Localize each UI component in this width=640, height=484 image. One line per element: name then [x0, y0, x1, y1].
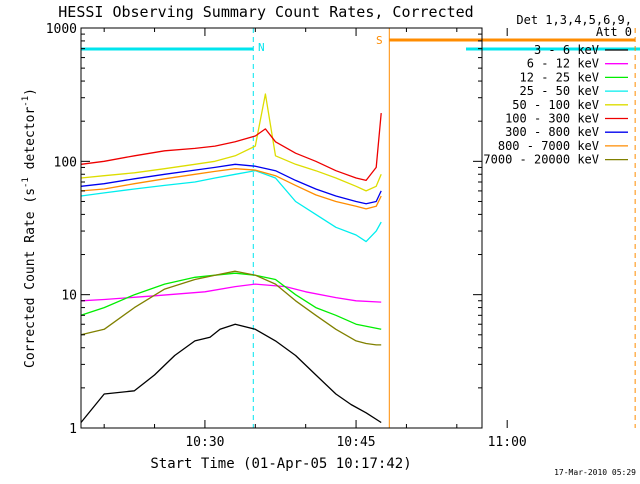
- series-line-8: [80, 270, 382, 346]
- legend-label-7: 800 - 7000 keV: [498, 139, 599, 153]
- legend-label-3: 25 - 50 keV: [520, 84, 599, 98]
- chart-title: HESSI Observing Summary Count Rates, Cor…: [58, 3, 473, 21]
- series-line-0: [80, 323, 382, 424]
- footer-timestamp: 17-Mar-2010 05:29: [554, 468, 636, 477]
- legend-title: Det 1,3,4,5,6,9,: [516, 13, 632, 27]
- legend-label-4: 50 - 100 keV: [512, 98, 599, 112]
- legend-label-8: 7000 - 20000 keV: [483, 153, 599, 167]
- y-axis-label: Corrected Count Rate (s-1 detector-1): [21, 88, 38, 368]
- night-label-0: N: [258, 41, 265, 54]
- y-tick-label-0: 1: [69, 422, 77, 437]
- legend-label-1: 6 - 12 keV: [527, 57, 599, 71]
- plot-frame: [80, 27, 483, 429]
- y-axis-label-end: ): [23, 88, 38, 96]
- y-axis-label-main: Corrected Count Rate (s: [23, 188, 38, 368]
- series-layer: [80, 93, 382, 424]
- series-line-7: [80, 168, 382, 210]
- y-tick-label-3: 1000: [46, 22, 77, 37]
- series-line-5: [80, 113, 382, 182]
- y-axis-label-sup1: -1: [21, 177, 31, 188]
- y-tick-label-1: 10: [61, 289, 77, 304]
- plot-area: NS: [80, 28, 640, 428]
- x-tick-label-0: 10:30: [185, 435, 224, 450]
- series-line-1: [80, 283, 382, 303]
- y-axis-label-mid: detector: [23, 107, 38, 178]
- y-tick-label-2: 100: [54, 155, 77, 170]
- series-line-4: [80, 93, 382, 192]
- y-axis-label-sup2: -1: [21, 96, 31, 107]
- x-tick-label-2: 11:00: [488, 435, 527, 450]
- series-line-2: [80, 272, 382, 330]
- x-tick-label-3: 11:15: [639, 435, 640, 450]
- annotation-layer: NS: [81, 28, 640, 428]
- legend-label-5: 100 - 300 keV: [505, 112, 599, 126]
- saa-label-0: S: [376, 34, 383, 47]
- x-tick-label-1: 10:45: [336, 435, 375, 450]
- legend-label-2: 12 - 25 keV: [520, 70, 599, 84]
- x-axis-label: Start Time (01-Apr-05 10:17:42): [150, 456, 411, 472]
- legend-label-6: 300 - 800 keV: [505, 125, 599, 139]
- series-line-6: [80, 163, 382, 205]
- legend-subtitle: Att 0: [596, 25, 632, 39]
- legend-label-0: 3 - 6 keV: [534, 43, 599, 57]
- series-line-3: [80, 170, 382, 243]
